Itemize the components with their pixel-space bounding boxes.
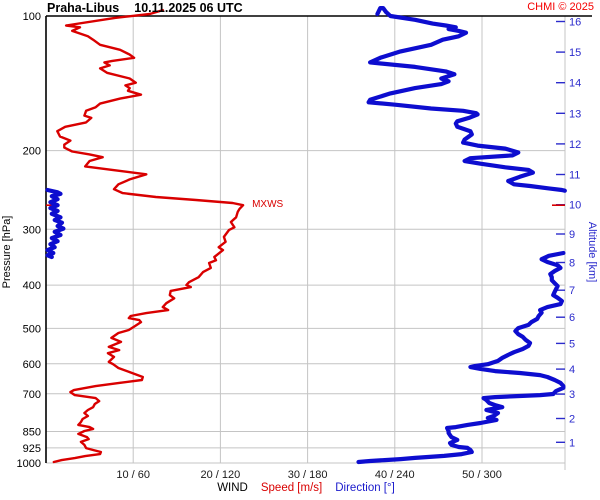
altitude-tick-label: 3	[569, 389, 575, 401]
wind-tick-label: 10 / 60	[116, 469, 150, 481]
sounding-datetime: 10.11.2025 06 UTC	[134, 1, 243, 15]
pressure-tick-label: 600	[23, 359, 41, 371]
x-caption-speed: Speed [m/s]	[260, 482, 323, 494]
x-caption-direction: Direction [°]	[335, 482, 395, 494]
direction-curve-segment	[45, 187, 66, 260]
pressure-tick-label: 100	[23, 11, 41, 23]
altitude-tick-label: 13	[569, 108, 581, 120]
altitude-tick-label: 11	[569, 170, 580, 182]
altitude-tick-label: 14	[569, 78, 581, 90]
pressure-tick-label: 700	[23, 389, 41, 401]
altitude-axis-title: Altitude [km]	[586, 221, 598, 283]
altitude-tick-label: 12	[569, 139, 581, 151]
pressure-tick-label: 200	[23, 146, 41, 158]
altitude-tick-label: 6	[569, 312, 575, 324]
station-name: Praha-Libus	[47, 1, 120, 15]
wind-tick-label: 40 / 240	[375, 469, 415, 481]
pressure-tick-label: 400	[23, 280, 41, 292]
altitude-tick-label: 8	[569, 258, 575, 270]
wind-tick-label: 20 / 120	[201, 469, 241, 481]
altitude-tick-label: 10	[569, 200, 581, 212]
pressure-tick-label: 925	[23, 443, 41, 455]
x-caption-wind: WIND	[217, 482, 248, 494]
altitude-tick-label: 4	[569, 364, 575, 376]
pressure-tick-label: 1000	[17, 458, 41, 470]
wind-tick-label: 50 / 300	[462, 469, 502, 481]
direction-curve-segment	[356, 250, 566, 465]
altitude-tick-label: 2	[569, 414, 575, 426]
wind-tick-label: 30 / 180	[288, 469, 328, 481]
x-axis-caption: WIND Speed [m/s] Direction [°]	[46, 482, 566, 494]
speed-curve	[52, 8, 245, 464]
chart-title: Praha-Libus 10.11.2025 06 UTC	[47, 1, 243, 15]
altitude-tick-label: 9	[569, 229, 575, 241]
max-wind-label: MXWS	[252, 199, 284, 211]
copyright-notice: CHMI © 2025	[527, 1, 594, 13]
pressure-axis-title: Pressure [hPa]	[1, 215, 13, 289]
direction-curve-segment	[366, 6, 567, 193]
pressure-tick-label: 850	[23, 427, 41, 439]
altitude-tick-label: 16	[569, 17, 581, 29]
pressure-tick-label: 500	[23, 323, 41, 335]
altitude-tick-label: 15	[569, 47, 581, 59]
altitude-tick-label: 1	[569, 437, 575, 449]
altitude-tick-label: 7	[569, 285, 575, 297]
altitude-tick-label: 5	[569, 338, 575, 350]
pressure-tick-label: 300	[23, 224, 41, 236]
